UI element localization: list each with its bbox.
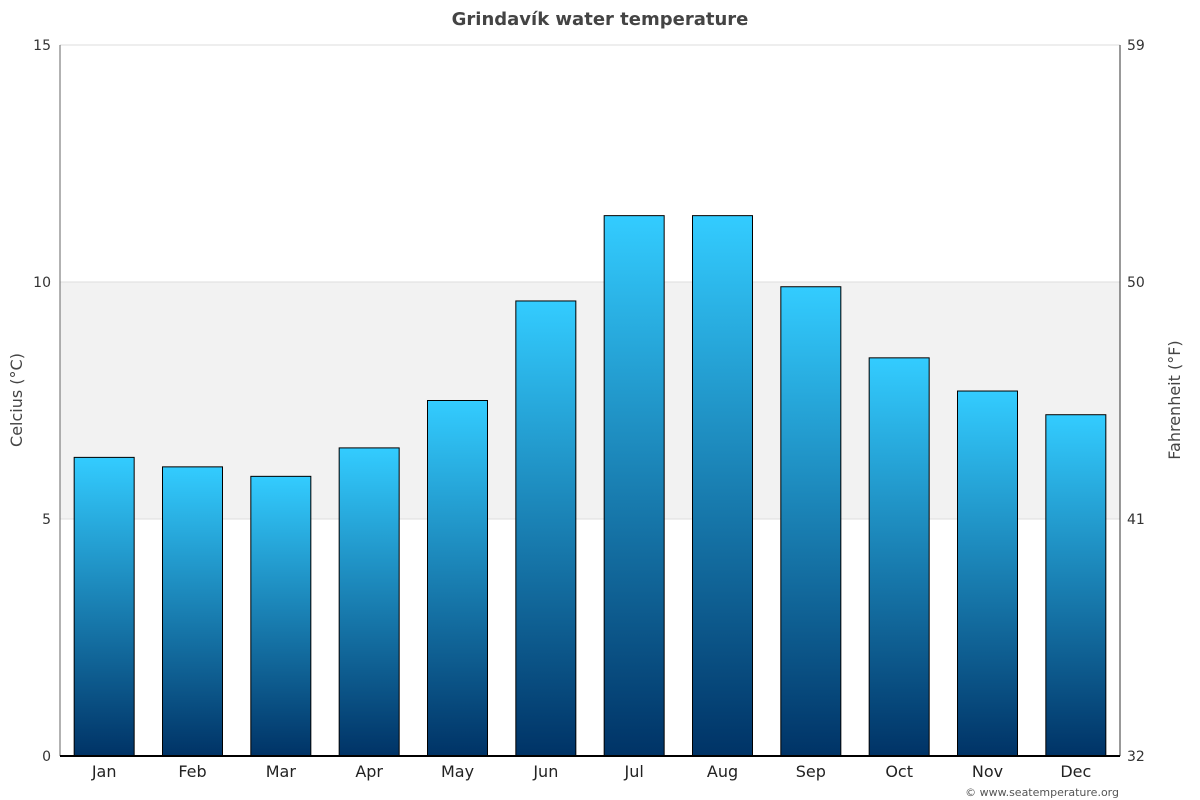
shaded-band (60, 282, 1120, 519)
y-axis-left-ticks: 0 5 10 15 (33, 38, 51, 765)
bar-sep (780, 286, 842, 757)
bar-nov (957, 390, 1018, 757)
y-tick-right-label: 32 (1127, 749, 1145, 765)
y-tick-left-label: 5 (42, 512, 51, 528)
x-axis-ticks: Jan Feb Mar Apr May Jun Jul Aug Sep Oct Nov Dec (91, 762, 1091, 781)
y-tick-right-label: 41 (1127, 512, 1145, 528)
y-axis-right-ticks: 32 41 50 59 (1127, 38, 1145, 765)
x-tick-label: Feb (178, 762, 206, 781)
bar-apr (338, 447, 400, 757)
bar-aug (692, 215, 753, 757)
x-tick-label: Apr (355, 762, 383, 781)
bar-mar (250, 475, 312, 757)
x-tick-label: Nov (972, 762, 1003, 781)
x-tick-label: Dec (1060, 762, 1091, 781)
bar-oct (868, 357, 930, 757)
y-tick-left-label: 0 (42, 749, 51, 765)
chart-title: Grindavík water temperature (452, 9, 749, 30)
credit-text: © www.seatemperature.org (965, 786, 1119, 799)
x-tick-label: Jan (91, 762, 117, 781)
bar-dec (1045, 414, 1107, 757)
y-tick-left-label: 15 (33, 38, 51, 54)
x-tick-label: Jun (532, 762, 558, 781)
x-tick-label: Oct (885, 762, 913, 781)
y-axis-right-label: Fahrenheit (°F) (1165, 340, 1184, 459)
y-tick-left-label: 10 (33, 275, 51, 291)
bar-may (427, 400, 488, 757)
bar-jan (73, 456, 135, 757)
x-tick-label: Sep (796, 762, 826, 781)
bar-feb (162, 466, 223, 757)
bars (73, 215, 1107, 757)
x-tick-label: Aug (707, 762, 738, 781)
x-tick-label: Jul (624, 762, 644, 781)
x-tick-label: Mar (266, 762, 297, 781)
y-axis-left-label: Celcius (°C) (7, 353, 26, 447)
x-tick-label: May (441, 762, 474, 781)
y-tick-right-label: 50 (1127, 275, 1145, 291)
bar-jul (603, 215, 665, 757)
bar-jun (515, 300, 577, 757)
y-tick-right-label: 59 (1127, 38, 1145, 54)
